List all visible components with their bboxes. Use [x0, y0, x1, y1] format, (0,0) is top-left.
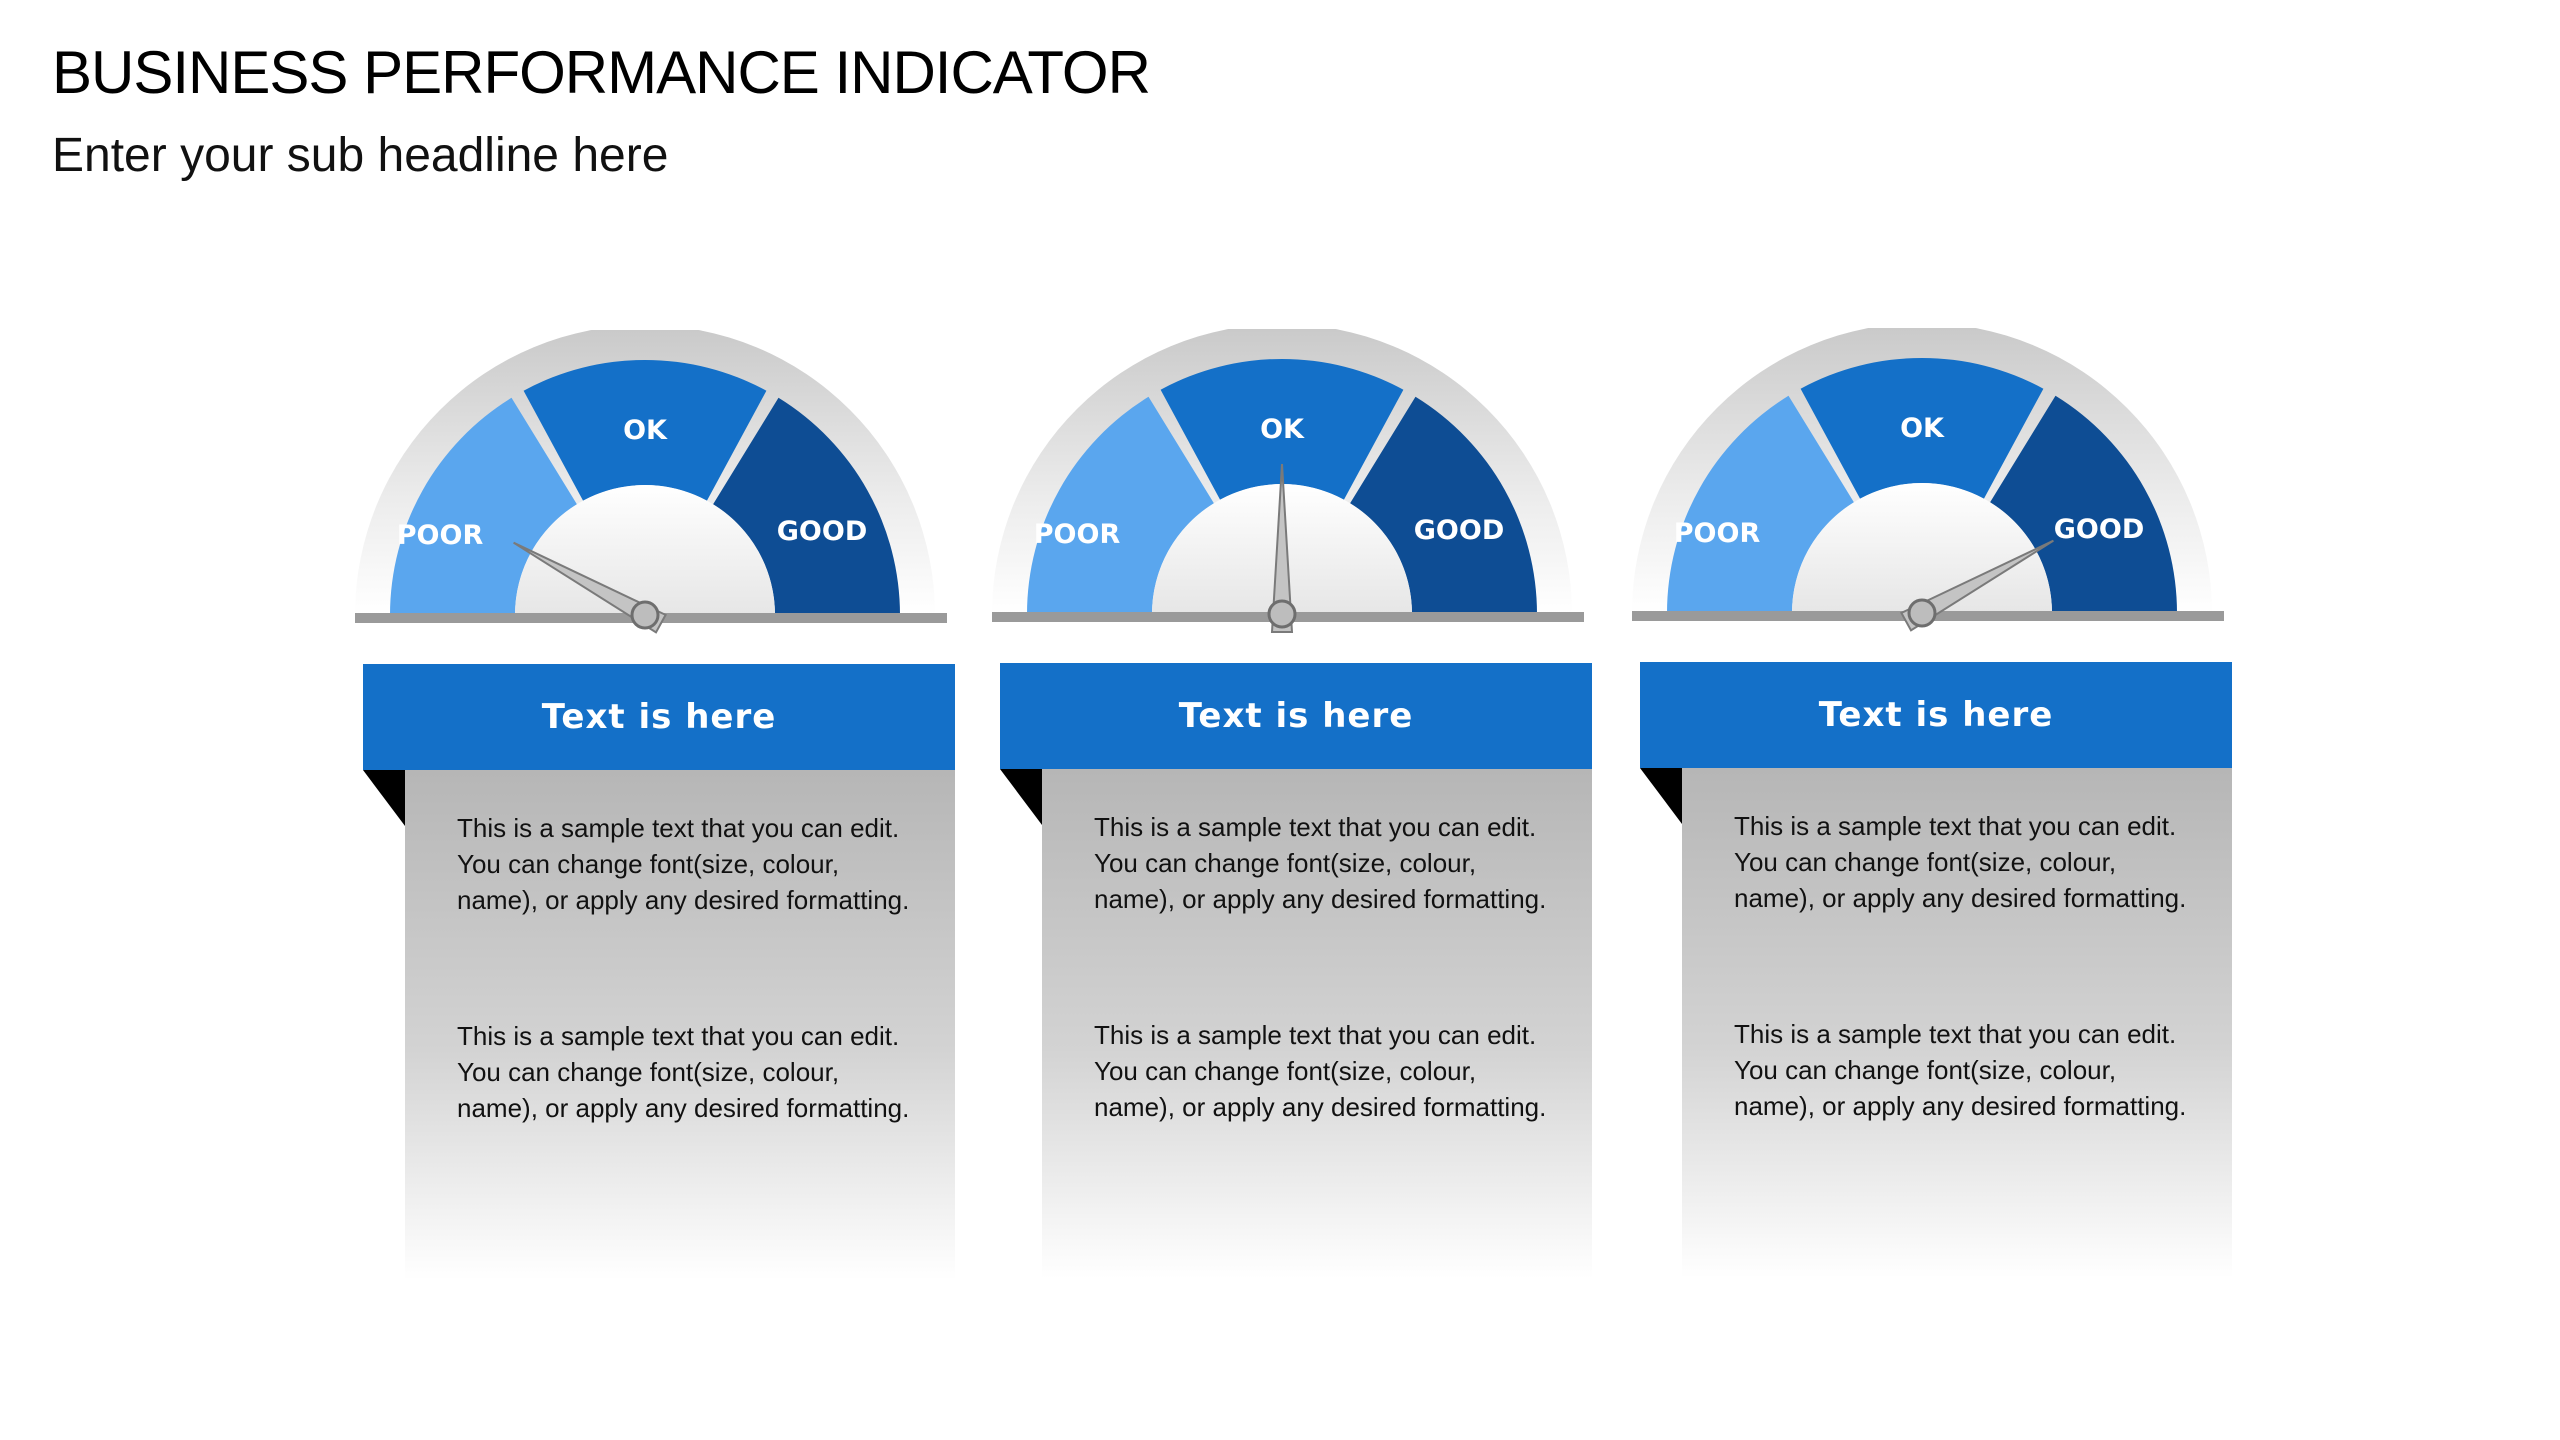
paragraph: This is a sample text that you can edit.… [1094, 1020, 1547, 1122]
segment-poor [1667, 395, 1854, 613]
text-panel: This is a sample text that you can edit.… [1042, 769, 1592, 1279]
paragraph: This is a sample text that you can edit.… [1734, 1019, 2187, 1121]
label-ok: OK [623, 415, 668, 446]
label-ok: OK [1900, 413, 1945, 444]
gauge-needle [513, 541, 667, 634]
text-panel: This is a sample text that you can edit.… [1682, 768, 2232, 1278]
gauge-1: POOR OK GOOD [355, 330, 947, 634]
needle-pivot [1267, 599, 1297, 629]
banner-fold [1000, 769, 1042, 825]
label-good: GOOD [777, 516, 867, 547]
text-panel: This is a sample text that you can edit.… [405, 770, 955, 1280]
paragraph: This is a sample text that you can edit.… [1094, 812, 1547, 914]
gauge-2: POOR OK GOOD [992, 329, 1584, 633]
banner: Text is here [1640, 662, 2232, 768]
page-subtitle: Enter your sub headline here [52, 129, 669, 182]
indicator-card-3: POOR OK GOOD Text is here This is a samp… [1632, 328, 2232, 1278]
indicator-card-2: POOR OK GOOD Text is here This is a samp… [992, 329, 1592, 1279]
segment-good [1350, 396, 1537, 614]
label-good: GOOD [2054, 514, 2144, 545]
banner-fold [1640, 768, 1682, 824]
gauge-needle [1270, 463, 1294, 633]
segment-poor [1027, 396, 1214, 614]
segment-good [713, 397, 900, 615]
paragraph: This is a sample text that you can edit.… [457, 813, 910, 915]
page-title: BUSINESS PERFORMANCE INDICATOR [52, 39, 1151, 106]
gauge-3: POOR OK GOOD [1632, 328, 2224, 632]
needle-pivot [1907, 598, 1937, 628]
indicator-card-1: POOR OK GOOD Text is here This is a samp… [355, 330, 955, 1280]
label-poor: POOR [1674, 518, 1761, 549]
segment-ok [523, 359, 767, 501]
segment-good [1990, 395, 2177, 613]
label-ok: OK [1260, 414, 1305, 445]
label-good: GOOD [1414, 515, 1504, 546]
needle-pivot [630, 600, 660, 630]
banner-fold [363, 770, 405, 826]
segment-ok [1800, 357, 2044, 499]
label-poor: POOR [1034, 519, 1121, 550]
paragraph: This is a sample text that you can edit.… [457, 1021, 910, 1123]
segment-ok [1160, 358, 1404, 500]
banner: Text is here [363, 664, 955, 770]
label-poor: POOR [397, 520, 484, 551]
segment-poor [390, 397, 577, 615]
paragraph: This is a sample text that you can edit.… [1734, 811, 2187, 913]
banner: Text is here [1000, 663, 1592, 769]
gauge-needle [1900, 539, 2054, 632]
